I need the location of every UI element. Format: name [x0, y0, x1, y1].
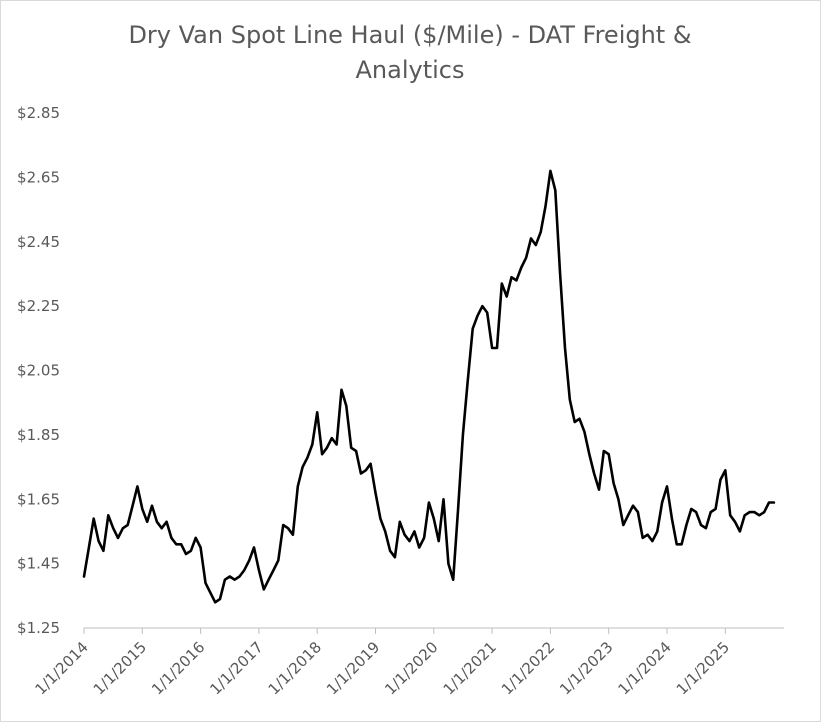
- y-tick-label: $2.25: [17, 297, 60, 315]
- x-tick-label: 1/1/2022: [498, 638, 558, 698]
- y-tick-label: $1.25: [17, 619, 60, 637]
- chart-title-line2: Analytics: [355, 56, 465, 84]
- x-tick-label: 1/1/2023: [556, 638, 616, 698]
- y-tick-label: $2.05: [17, 362, 60, 380]
- x-tick-label: 1/1/2025: [673, 638, 733, 698]
- y-tick-label: $2.45: [17, 233, 60, 251]
- x-tick-label: 1/1/2017: [206, 638, 266, 698]
- x-tick-label: 1/1/2024: [614, 638, 674, 698]
- y-tick-label: $2.85: [17, 104, 60, 122]
- y-tick-label: $1.85: [17, 426, 60, 444]
- x-tick-label: 1/1/2021: [440, 638, 500, 698]
- x-tick-label: 1/1/2019: [323, 638, 383, 698]
- y-tick-label: $1.45: [17, 555, 60, 573]
- y-tick-label: $1.65: [17, 490, 60, 508]
- x-tick-label: 1/1/2018: [265, 638, 325, 698]
- x-tick-label: 1/1/2016: [148, 638, 208, 698]
- series-line: [82, 169, 776, 604]
- y-tick-label: $2.65: [17, 168, 60, 186]
- chart-title-line1: Dry Van Spot Line Haul ($/Mile) - DAT Fr…: [128, 21, 692, 49]
- x-tick-label: 1/1/2014: [31, 638, 91, 698]
- x-tick-label: 1/1/2020: [381, 638, 441, 698]
- x-tick-label: 1/1/2015: [90, 638, 150, 698]
